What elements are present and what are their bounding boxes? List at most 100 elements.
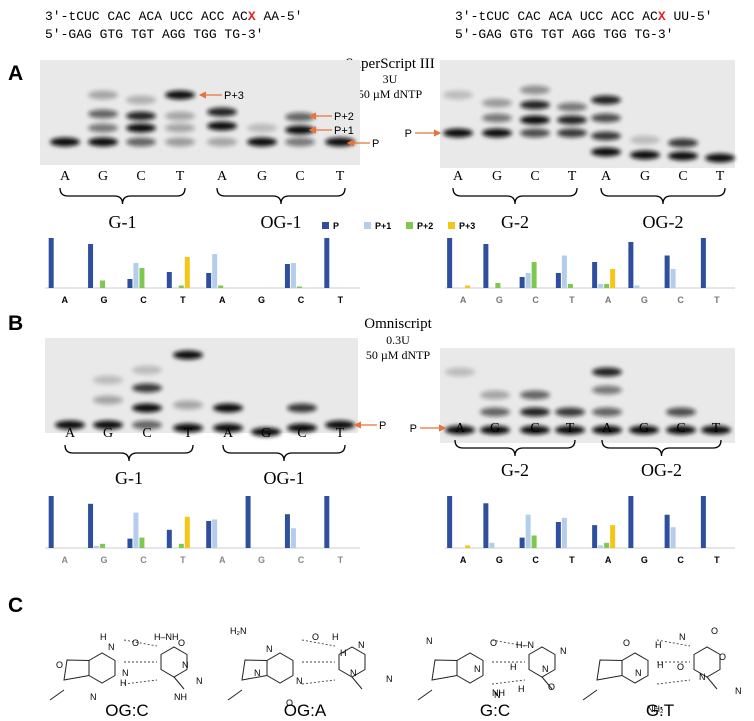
gel-band <box>591 95 621 105</box>
hydrogen-bond <box>301 679 336 685</box>
bar <box>218 285 224 288</box>
gel-band <box>325 420 355 430</box>
lane-label: T <box>716 169 725 184</box>
atom-label: O <box>677 662 684 672</box>
atom-label: H <box>120 678 127 688</box>
gel-band <box>126 123 156 133</box>
category-label: A <box>605 555 612 565</box>
gel-band <box>247 137 277 147</box>
hydrogen-bond <box>491 679 526 685</box>
category-label: T <box>569 555 575 565</box>
hydrogen-bond <box>123 639 158 647</box>
legend-label: P <box>333 221 339 231</box>
category-label: G <box>496 295 503 305</box>
category-label: C <box>140 555 147 565</box>
bar <box>489 542 495 548</box>
ring <box>266 652 294 684</box>
hydrogen-bond <box>301 639 336 647</box>
lane-label: A <box>455 421 466 436</box>
bar <box>561 255 567 288</box>
atom-label: N <box>108 642 115 652</box>
lane-label: G <box>98 169 108 184</box>
hydrogen-bond <box>656 679 691 685</box>
category-label: C <box>298 555 305 565</box>
atom-label: N <box>122 668 129 678</box>
gel-band <box>592 385 622 395</box>
ring <box>63 659 90 681</box>
atom-label: N <box>358 640 365 650</box>
ring <box>456 652 484 684</box>
bar <box>290 263 296 288</box>
gel-band <box>88 109 118 119</box>
category-label: C <box>298 295 305 305</box>
atom-label: H <box>657 660 664 670</box>
gel-band <box>213 423 243 433</box>
panel-label: B <box>8 312 23 335</box>
bar <box>700 496 706 548</box>
gel-band <box>287 403 317 413</box>
ring <box>596 659 623 681</box>
gel-band <box>173 350 203 360</box>
lesion: X <box>658 9 666 24</box>
gel-band <box>50 137 80 147</box>
gel-band <box>480 407 510 417</box>
lane-label: A <box>217 169 228 184</box>
lane-label: A <box>65 426 76 441</box>
bar <box>447 496 453 548</box>
category-label: G <box>258 295 265 305</box>
legend-swatch <box>448 222 455 229</box>
gel-band <box>591 131 621 141</box>
marker-label: P <box>405 128 412 140</box>
bar <box>555 273 561 288</box>
gel-band <box>630 150 660 160</box>
atom-label: N <box>254 668 261 678</box>
bar <box>245 496 251 548</box>
bracket <box>454 439 576 457</box>
bar <box>664 255 670 288</box>
lane-label: G <box>490 421 500 436</box>
category-label: C <box>532 555 539 565</box>
category-label: C <box>677 555 684 565</box>
atom-label: H <box>510 662 517 672</box>
gel-band <box>592 425 622 435</box>
bar <box>178 543 184 548</box>
group-label: G-1 <box>109 212 137 232</box>
lane-label: C <box>136 169 145 184</box>
bond <box>706 676 718 690</box>
marker-label: P <box>372 138 379 150</box>
bond <box>173 676 185 690</box>
gel-band <box>93 420 123 430</box>
bar <box>206 520 212 548</box>
bar <box>324 496 330 548</box>
gel-band <box>557 115 587 125</box>
bar <box>519 277 525 288</box>
category-label: G <box>101 295 108 305</box>
lane-label: A <box>60 169 71 184</box>
bond <box>49 689 65 701</box>
bar <box>531 535 537 548</box>
bar <box>561 517 567 548</box>
lane-label: C <box>297 426 306 441</box>
units: 0.3U <box>386 333 410 347</box>
bar <box>483 244 489 288</box>
gel-band <box>132 383 162 393</box>
bar <box>592 525 598 548</box>
lane-label: T <box>712 421 721 436</box>
atom-label: N <box>386 674 393 684</box>
category-label: A <box>460 555 467 565</box>
legend-swatch <box>364 222 371 229</box>
bar <box>290 528 296 548</box>
bar <box>531 262 537 288</box>
lane-label: C <box>530 421 539 436</box>
seq: 3′-tCUC CAC ACA UCC ACC AC <box>455 9 658 24</box>
gel-band <box>165 123 195 133</box>
gel-band <box>285 112 315 122</box>
group-label: OG-1 <box>261 212 302 232</box>
gel-band <box>213 403 243 413</box>
gel-band <box>207 137 237 147</box>
category-label: G <box>641 555 648 565</box>
lane-label: G <box>103 426 113 441</box>
bar <box>212 519 218 548</box>
bar <box>166 529 172 548</box>
gel-band <box>668 138 698 148</box>
